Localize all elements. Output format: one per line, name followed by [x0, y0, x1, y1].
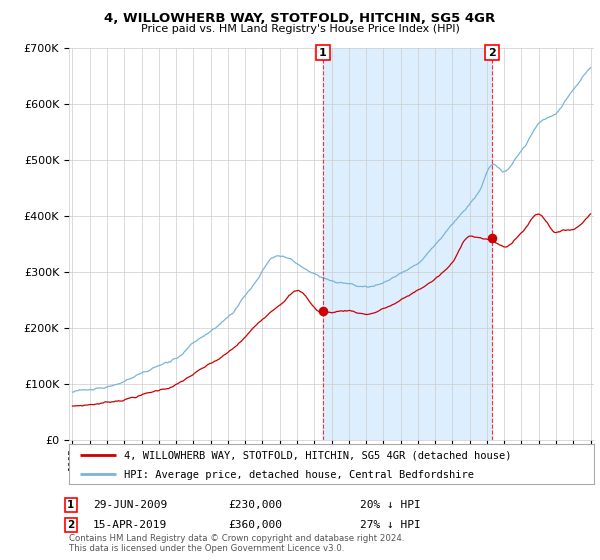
Text: 2: 2	[67, 520, 74, 530]
Text: 1: 1	[67, 500, 74, 510]
Point	[487, 234, 497, 242]
Text: 4, WILLOWHERB WAY, STOTFOLD, HITCHIN, SG5 4GR (detached house): 4, WILLOWHERB WAY, STOTFOLD, HITCHIN, SG…	[124, 450, 512, 460]
Text: Contains HM Land Registry data © Crown copyright and database right 2024.
This d: Contains HM Land Registry data © Crown c…	[69, 534, 404, 553]
Text: 1: 1	[319, 48, 327, 58]
Point	[318, 306, 328, 315]
Text: £230,000: £230,000	[228, 500, 282, 510]
Text: 27% ↓ HPI: 27% ↓ HPI	[360, 520, 421, 530]
Text: 15-APR-2019: 15-APR-2019	[93, 520, 167, 530]
Text: 2: 2	[488, 48, 496, 58]
Text: HPI: Average price, detached house, Central Bedfordshire: HPI: Average price, detached house, Cent…	[124, 470, 474, 480]
Text: 29-JUN-2009: 29-JUN-2009	[93, 500, 167, 510]
Text: 20% ↓ HPI: 20% ↓ HPI	[360, 500, 421, 510]
Text: 4, WILLOWHERB WAY, STOTFOLD, HITCHIN, SG5 4GR: 4, WILLOWHERB WAY, STOTFOLD, HITCHIN, SG…	[104, 12, 496, 25]
Text: Price paid vs. HM Land Registry's House Price Index (HPI): Price paid vs. HM Land Registry's House …	[140, 24, 460, 34]
Bar	[323, 48, 492, 440]
Text: £360,000: £360,000	[228, 520, 282, 530]
